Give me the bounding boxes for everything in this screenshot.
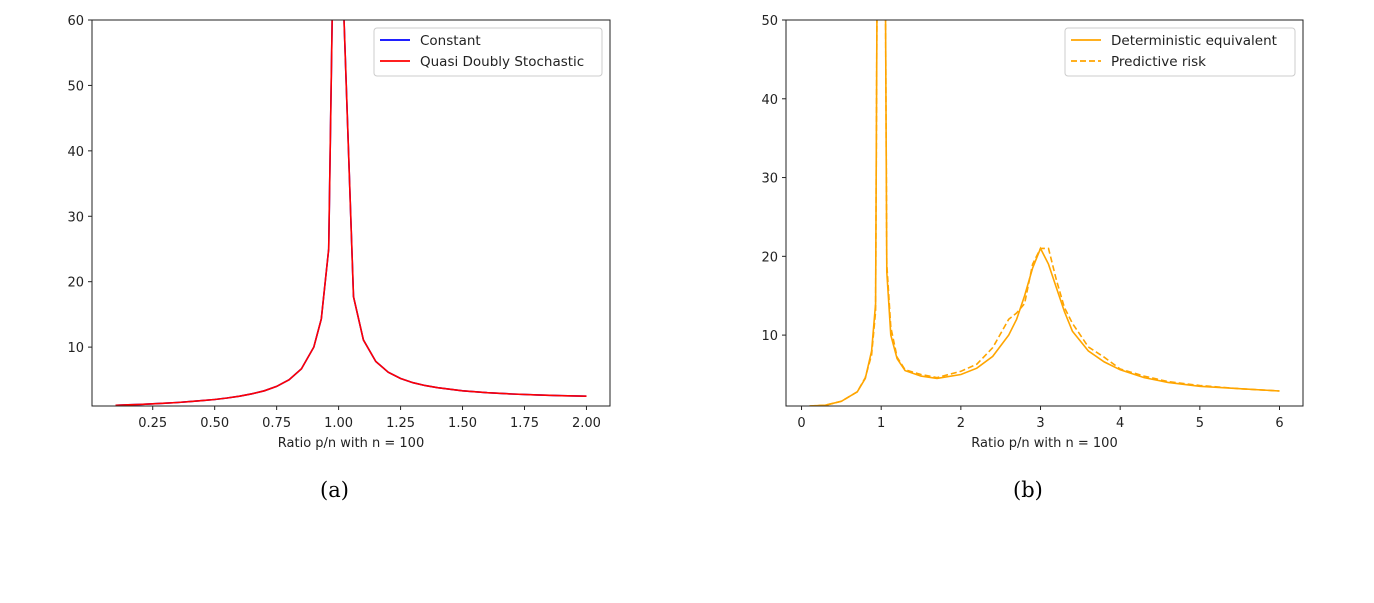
chart-a: 0.25 0.50 0.75 1.00 1.25 1.50 1.75 2.00 10 20 30 40… bbox=[67, 14, 611, 451]
legend-label: Predictive risk bbox=[1111, 54, 1206, 70]
legend-label: Quasi Doubly Stochastic bbox=[420, 54, 584, 70]
y-tick-label: 20 bbox=[67, 276, 84, 291]
y-tick-label: 20 bbox=[761, 250, 778, 265]
legend-label: Constant bbox=[420, 33, 481, 49]
axes-frame bbox=[91, 19, 611, 407]
caption-a: (a) bbox=[320, 478, 349, 502]
x-tick-label: 1 bbox=[877, 416, 885, 431]
x-tick-label: 4 bbox=[1116, 416, 1124, 431]
legend-label: Deterministic equivalent bbox=[1111, 33, 1277, 49]
legend: Constant Quasi Doubly Stochastic bbox=[373, 27, 603, 77]
x-tick-label: 1.75 bbox=[510, 416, 539, 431]
x-tick-label: 1.25 bbox=[386, 416, 415, 431]
x-tick-label: 0.25 bbox=[138, 416, 167, 431]
x-tick-label: 0.50 bbox=[200, 416, 229, 431]
series-line-predictive-risk bbox=[809, 20, 1280, 406]
caption-b: (b) bbox=[1013, 478, 1043, 502]
x-tick-label: 0 bbox=[797, 416, 805, 431]
y-tick-label: 10 bbox=[67, 341, 84, 356]
series-line-quasi-doubly-stochastic bbox=[115, 20, 587, 406]
y-tick-label: 30 bbox=[67, 210, 84, 225]
x-tick-label: 2 bbox=[957, 416, 965, 431]
x-tick-label: 0.75 bbox=[262, 416, 291, 431]
x-tick-label: 3 bbox=[1036, 416, 1044, 431]
y-tick-label: 60 bbox=[67, 14, 84, 29]
x-tick-label: 6 bbox=[1275, 416, 1283, 431]
y-tick-label: 50 bbox=[761, 14, 778, 29]
x-tick-label: 1.00 bbox=[324, 416, 353, 431]
x-tick-label: 1.50 bbox=[448, 416, 477, 431]
legend: Deterministic equivalent Predictive risk bbox=[1064, 27, 1296, 77]
y-tick-label: 50 bbox=[67, 79, 84, 94]
legend-box bbox=[1064, 27, 1296, 77]
x-tick-label: 2.00 bbox=[572, 416, 601, 431]
x-tick-label: 5 bbox=[1196, 416, 1204, 431]
x-axis-label: Ratio p/n with n = 100 bbox=[278, 436, 424, 451]
y-tick-label: 40 bbox=[67, 145, 84, 160]
y-tick-label: 10 bbox=[761, 329, 778, 344]
axes-frame bbox=[785, 19, 1304, 407]
legend-box bbox=[373, 27, 603, 77]
x-axis-label: Ratio p/n with n = 100 bbox=[971, 436, 1117, 451]
y-tick-label: 30 bbox=[761, 172, 778, 187]
y-tick-label: 40 bbox=[761, 93, 778, 108]
chart-b: 0 1 2 3 4 5 6 10 20 30 40 50 Ratio p/n with n = 100 D… bbox=[761, 14, 1304, 451]
